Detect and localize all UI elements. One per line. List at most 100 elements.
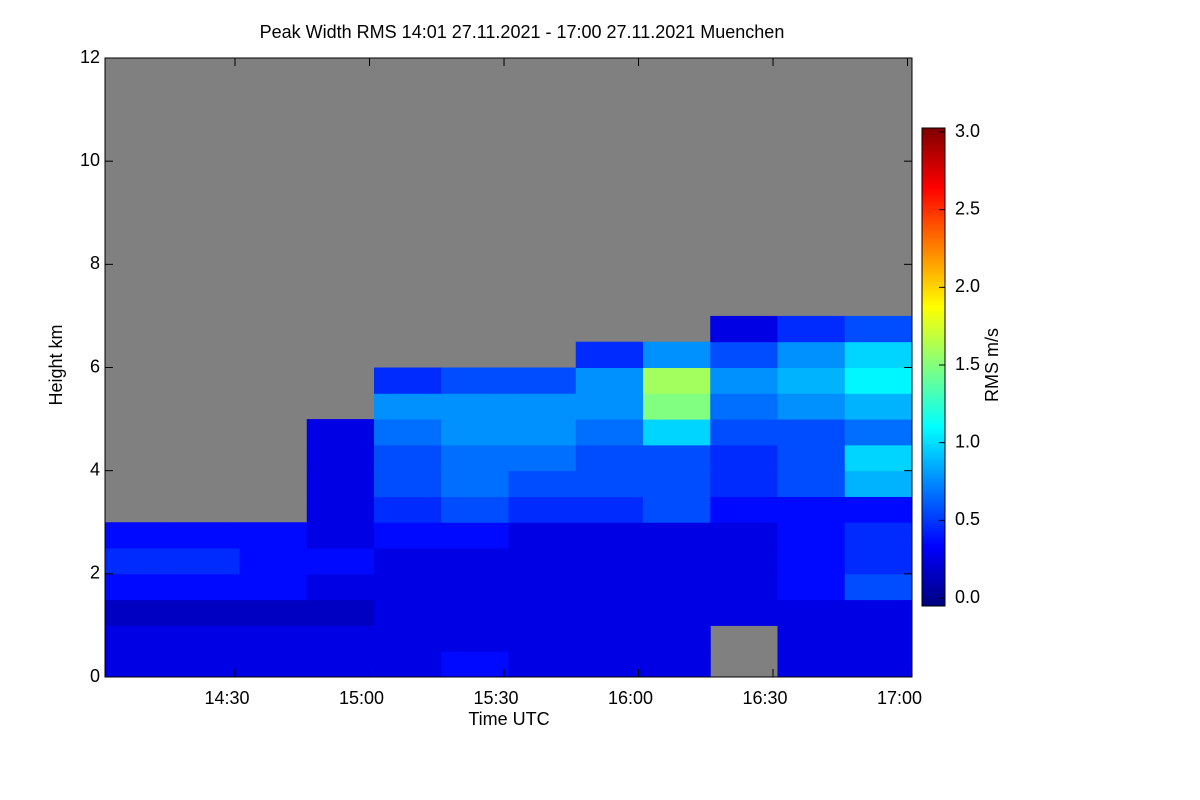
heatmap-cell	[575, 393, 644, 420]
heatmap-cell	[374, 393, 442, 420]
heatmap-cell	[643, 496, 711, 523]
heatmap-cell	[643, 573, 711, 601]
heatmap-cell	[508, 651, 577, 678]
heatmap-cell	[441, 419, 509, 446]
heatmap-cell	[239, 522, 308, 549]
chart-title: Peak Width RMS 14:01 27.11.2021 - 17:00 …	[260, 22, 785, 42]
heatmap-cell	[374, 548, 442, 575]
heatmap-cell	[575, 470, 644, 497]
heatmap-cell	[777, 573, 846, 601]
heatmap-cell	[508, 599, 577, 626]
heatmap-cell	[105, 573, 173, 601]
heatmap-cell	[441, 393, 509, 420]
heatmap-cell	[306, 470, 375, 497]
colorbar	[921, 127, 946, 607]
heatmap-cell	[105, 651, 173, 678]
heatmap-cell	[508, 496, 577, 523]
heatmap-cell	[575, 548, 644, 575]
heatmap-cell	[777, 419, 846, 446]
heatmap-cell	[374, 496, 442, 523]
heatmap-cell	[105, 599, 173, 626]
y-tick-label: 2	[90, 563, 100, 583]
heatmap-cell	[441, 444, 509, 472]
heatmap-cell	[508, 419, 577, 446]
heatmap-cell	[239, 651, 308, 678]
heatmap-cell	[710, 419, 778, 446]
colorbar-tick-label: 3.0	[955, 121, 980, 141]
heatmap-cell	[374, 470, 442, 497]
heatmap-cell	[441, 573, 509, 601]
heatmap-cell	[643, 367, 711, 394]
heatmap-cell	[374, 444, 442, 472]
heatmap-cell	[844, 522, 913, 549]
heatmap-cell	[441, 496, 509, 523]
heatmap-cell	[844, 496, 913, 523]
heatmap-cell	[844, 393, 913, 420]
colorbar-tick-label: 2.5	[955, 198, 980, 218]
heatmap-cell	[441, 367, 509, 394]
heatmap-cell	[844, 548, 913, 575]
heatmap-cell	[105, 548, 173, 575]
colorbar-label: RMS m/s	[982, 328, 1002, 402]
y-tick-label: 12	[80, 47, 100, 67]
heatmap-cell	[374, 522, 442, 549]
heatmap-cell	[306, 522, 375, 549]
y-tick-label: 0	[90, 666, 100, 686]
heatmap-cell	[441, 548, 509, 575]
heatmap-cell	[777, 522, 846, 549]
heatmap-cell	[441, 522, 509, 549]
heatmap-cell	[508, 548, 577, 575]
heatmap-cell	[172, 599, 240, 626]
colorbar-tick-label: 1.5	[955, 354, 980, 374]
heatmap-cell	[575, 341, 644, 368]
x-tick-label: 15:00	[339, 688, 384, 708]
heatmap-cell	[508, 393, 577, 420]
heatmap-cell	[306, 573, 375, 601]
heatmap-cell	[441, 625, 509, 652]
heatmap-cell	[710, 496, 778, 523]
heatmap-cell	[575, 573, 644, 601]
heatmap-cell	[643, 599, 711, 626]
heatmap-cell	[172, 573, 240, 601]
heatmap-cell	[306, 548, 375, 575]
heatmap-cell	[508, 470, 577, 497]
heatmap-cell	[643, 470, 711, 497]
heatmap-cell	[710, 522, 778, 549]
heatmap-cell	[643, 548, 711, 575]
colorbar-tick-label: 0.0	[955, 587, 980, 607]
heatmap-cell	[844, 470, 913, 497]
heatmap-cell	[777, 625, 846, 652]
heatmap-cell	[777, 393, 846, 420]
heatmap-cell	[441, 599, 509, 626]
heatmap-cell	[306, 625, 375, 652]
heatmap-cell	[374, 625, 442, 652]
heatmap-cell	[306, 599, 375, 626]
heatmap-cell	[306, 651, 375, 678]
x-tick-label: 16:00	[608, 688, 653, 708]
heatmap-cell	[844, 599, 913, 626]
heatmap-cell	[777, 341, 846, 368]
heatmap-cell	[710, 367, 778, 394]
heatmap-cell	[374, 651, 442, 678]
heatmap-cell	[172, 548, 240, 575]
heatmap-cell	[710, 599, 778, 626]
heatmap-cell	[844, 315, 913, 343]
heatmap-cell	[710, 444, 778, 472]
heatmap-cell	[306, 419, 375, 446]
heatmap-cell	[710, 548, 778, 575]
heatmap-cell	[172, 522, 240, 549]
heatmap-cell	[374, 573, 442, 601]
heatmap-cell	[105, 625, 173, 652]
heatmap-cell	[777, 651, 846, 678]
heatmap-cell	[172, 651, 240, 678]
heatmap-cell	[710, 393, 778, 420]
heatmap-cell	[441, 651, 509, 678]
heatmap-cell	[777, 367, 846, 394]
heatmap-cell	[710, 470, 778, 497]
heatmap-cell	[306, 496, 375, 523]
heatmap-cell	[844, 573, 913, 601]
y-tick-label: 8	[90, 253, 100, 273]
heatmap-cell	[239, 599, 308, 626]
colorbar-tick-label: 1.0	[955, 431, 980, 451]
